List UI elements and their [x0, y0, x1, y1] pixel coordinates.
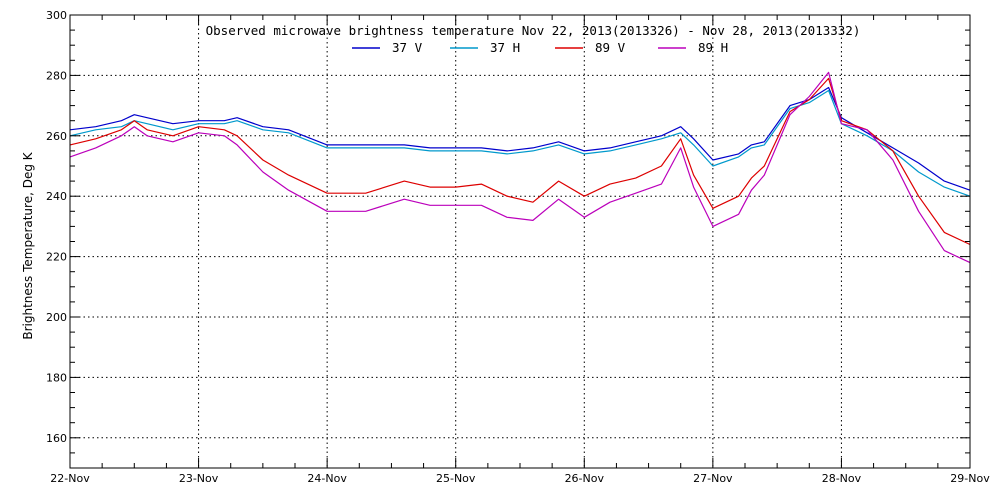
x-tick-label: 28-Nov	[822, 472, 862, 485]
x-tick-label: 29-Nov	[950, 472, 990, 485]
y-tick-label: 240	[46, 190, 67, 203]
chart-title: Observed microwave brightness temperatur…	[206, 23, 861, 38]
y-tick-label: 200	[46, 311, 67, 324]
x-tick-label: 26-Nov	[565, 472, 605, 485]
series-lines	[69, 71, 971, 264]
legend-label-4: 89 H	[698, 40, 728, 55]
tick-labels: 22-Nov 23-Nov 24-Nov 25-Nov 26-Nov 27-Nov 28-N…	[46, 9, 990, 485]
y-axis-title: Brightness Temperature, Deg K	[21, 151, 35, 339]
y-tick-label: 300	[46, 9, 67, 22]
series-line-2	[69, 89, 971, 197]
y-tick-label: 160	[46, 432, 67, 445]
grid-lines	[70, 15, 970, 468]
series-line-1	[69, 86, 971, 191]
y-tick-label: 280	[46, 69, 67, 82]
legend-label-2: 37 H	[490, 40, 520, 55]
x-tick-label: 22-Nov	[50, 472, 90, 485]
legend-label-1: 37 V	[392, 40, 423, 55]
series-line-4	[69, 71, 971, 264]
x-tick-label: 23-Nov	[179, 472, 219, 485]
legend: 37 V 37 H 89 V 89 H	[352, 40, 728, 55]
axes	[69, 14, 971, 469]
y-tick-label: 260	[46, 130, 67, 143]
x-tick-label: 25-Nov	[436, 472, 476, 485]
x-tick-label: 27-Nov	[693, 472, 733, 485]
y-tick-label: 220	[46, 251, 67, 264]
y-tick-label: 180	[46, 371, 67, 384]
plot-frame	[69, 14, 971, 469]
series-line-3	[69, 77, 971, 246]
legend-label-3: 89 V	[595, 40, 626, 55]
x-tick-label: 24-Nov	[307, 472, 347, 485]
